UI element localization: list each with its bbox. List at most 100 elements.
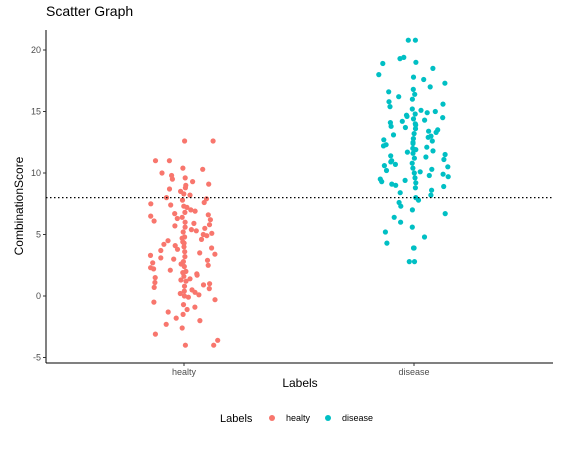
data-point-disease <box>427 84 433 90</box>
data-point-healty <box>182 224 188 230</box>
data-point-healty <box>183 278 189 284</box>
y-tick-label: 15 <box>31 107 41 117</box>
data-point-disease <box>380 143 387 149</box>
data-point-disease <box>388 123 394 129</box>
data-point-disease <box>441 183 447 190</box>
data-point-disease <box>410 86 416 92</box>
data-point-healty <box>187 276 193 282</box>
data-point-disease <box>388 159 394 165</box>
data-point-disease <box>392 161 398 167</box>
data-point-healty <box>205 212 211 218</box>
data-point-healty <box>193 228 199 234</box>
data-point-healty <box>204 257 211 263</box>
data-point-disease <box>417 169 423 175</box>
data-point-disease <box>376 72 382 78</box>
data-point-disease <box>445 174 451 180</box>
data-point-disease <box>421 76 427 83</box>
data-point-healty <box>181 293 187 299</box>
data-point-disease <box>440 115 446 121</box>
data-point-healty <box>151 218 157 224</box>
y-axis-title: CombinationScore <box>12 156 26 255</box>
data-point-disease <box>422 117 428 123</box>
data-point-healty <box>148 213 154 219</box>
y-tick-label: 5 <box>36 230 41 240</box>
data-point-healty <box>185 294 191 300</box>
data-point-healty <box>207 281 213 287</box>
data-point-disease <box>440 171 446 177</box>
data-point-disease <box>413 147 419 153</box>
data-point-healty <box>206 286 212 292</box>
data-point-healty <box>206 181 212 187</box>
data-point-healty <box>192 289 198 295</box>
data-point-disease <box>379 179 385 185</box>
data-point-disease <box>390 132 397 138</box>
chart-title: Scatter Graph <box>46 3 133 19</box>
data-point-disease <box>433 129 439 135</box>
y-tick-label: 20 <box>31 45 41 55</box>
data-point-disease <box>399 118 405 124</box>
data-point-disease <box>429 187 435 193</box>
data-point-healty <box>188 227 194 233</box>
data-point-disease <box>429 166 435 172</box>
data-point-healty <box>207 217 213 223</box>
data-point-healty <box>210 138 216 144</box>
x-tick-label: healty <box>172 367 197 377</box>
data-point-disease <box>442 211 448 217</box>
data-point-healty <box>182 342 188 348</box>
data-point-disease <box>410 74 417 80</box>
data-point-healty <box>180 229 186 235</box>
data-point-healty <box>191 220 197 226</box>
data-point-healty <box>169 176 175 182</box>
y-tick-label: -5 <box>33 353 41 363</box>
data-point-disease <box>409 160 415 166</box>
data-point-healty <box>192 304 198 310</box>
data-point-healty <box>192 208 198 214</box>
data-point-healty <box>206 222 213 228</box>
data-point-disease <box>409 96 415 102</box>
data-point-disease <box>412 126 419 132</box>
data-point-healty <box>196 292 202 298</box>
data-point-disease <box>409 224 415 230</box>
data-point-disease <box>418 107 424 113</box>
data-point-disease <box>432 108 438 115</box>
data-point-disease <box>388 153 394 159</box>
data-point-healty <box>182 219 188 225</box>
data-point-healty <box>188 207 194 213</box>
data-point-healty <box>147 252 154 258</box>
data-point-disease <box>430 148 436 154</box>
data-point-disease <box>425 134 431 140</box>
x-tick-label: disease <box>398 367 429 377</box>
data-point-healty <box>172 211 178 217</box>
x-axis-title: Labels <box>282 376 317 390</box>
data-point-disease <box>382 229 388 235</box>
data-point-healty <box>177 290 183 297</box>
data-point-healty <box>171 256 177 262</box>
data-point-disease <box>442 80 448 86</box>
data-point-healty <box>198 236 205 242</box>
data-point-healty <box>184 204 190 210</box>
data-point-healty <box>174 246 181 252</box>
data-point-healty <box>200 282 207 288</box>
data-point-healty <box>158 255 164 261</box>
data-point-disease <box>412 37 418 43</box>
data-point-disease <box>384 240 390 246</box>
data-point-healty <box>152 158 159 164</box>
data-point-healty <box>200 166 206 172</box>
data-point-healty <box>148 201 154 207</box>
data-point-disease <box>393 182 399 188</box>
data-point-healty <box>172 243 178 249</box>
data-point-healty <box>180 165 186 171</box>
data-point-healty <box>184 306 190 313</box>
data-point-healty <box>151 299 157 305</box>
data-point-disease <box>380 60 386 67</box>
data-point-healty <box>165 238 171 244</box>
data-point-healty <box>151 284 157 290</box>
data-point-disease <box>404 149 410 155</box>
data-point-healty <box>187 192 193 198</box>
data-point-disease <box>426 172 432 179</box>
legend-title: Labels <box>220 413 253 425</box>
plot-area: -5 0 5 10 15 20 healty disease <box>31 30 553 377</box>
data-point-disease <box>445 164 451 170</box>
data-point-disease <box>411 170 417 176</box>
